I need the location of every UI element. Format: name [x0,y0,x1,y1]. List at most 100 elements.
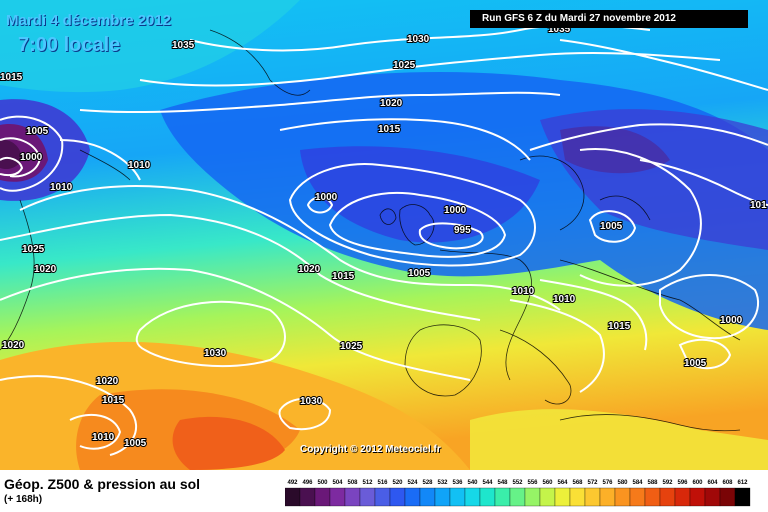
isobar-label: 1005 [124,438,147,449]
isobar-label: 1005 [684,358,707,369]
map-subtitle: (+ 168h) [4,494,43,505]
isobar-label: 1025 [340,341,363,352]
copyright-text: Copyright © 2012 Meteociel.fr [300,444,441,455]
isobar-label: 1020 [96,376,119,387]
legend-swatch [299,487,316,507]
legend-swatch [359,487,376,507]
legend-tick-label: 532 [437,480,448,486]
isobar-label: 1000 [444,205,467,216]
isobar-label: 101 [750,200,767,211]
legend-tick-label: 592 [662,480,673,486]
legend-tick-label: 588 [647,480,658,486]
legend-swatch [539,487,556,507]
legend-swatch [689,487,706,507]
isobar-label: 1000 [720,315,743,326]
legend-tick-label: 528 [422,480,433,486]
legend-swatch [374,487,391,507]
isobar-label: 1020 [2,340,25,351]
legend-swatch [329,487,346,507]
legend-tick-label: 584 [632,480,643,486]
legend-swatch [449,487,466,507]
isobar-label: 1000 [315,192,338,203]
isobar-label: 1025 [393,60,416,71]
legend-tick-label: 536 [452,480,463,486]
legend-swatch [614,487,631,507]
legend-swatch [659,487,676,507]
legend-tick-label: 516 [377,480,388,486]
isobar-label: 1005 [408,268,431,279]
color-scale-legend: 492 496 500 504 508 512 516 520 524 528 532 536 540 5… [285,480,751,507]
legend-tick-label: 564 [557,480,568,486]
legend-tick-label: 492 [287,480,298,486]
legend-tick-label: 608 [722,480,733,486]
legend-swatch [719,487,736,507]
legend-tick-label: 556 [527,480,538,486]
forecast-time: 7:00 locale [18,34,121,56]
forecast-date: Mardi 4 décembre 2012 [6,12,172,29]
isobar-label: 1010 [50,182,73,193]
isobar-label: 1025 [22,244,45,255]
legend-tick-label: 496 [302,480,313,486]
legend-tick-label: 504 [332,480,343,486]
map-title: Géop. Z500 & pression au sol [4,476,201,492]
legend-tick-label: 568 [572,480,583,486]
legend-tick-label: 544 [482,480,493,486]
legend-swatch [569,487,586,507]
legend-swatch [599,487,616,507]
map-footer: Géop. Z500 & pression au sol (+ 168h) 49… [0,470,768,512]
legend-swatch [734,487,751,507]
legend-tick-label: 548 [497,480,508,486]
forecast-map: 1035 1030 1025 1020 1015 1010 1005 1000 … [0,0,768,470]
isobar-label: 1020 [298,264,321,275]
legend-tick-label: 552 [512,480,523,486]
isobar-label: 1010 [92,432,115,443]
legend-swatch [704,487,721,507]
isobar-label: 1015 [378,124,401,135]
isobar-label: 1035 [172,40,195,51]
legend-swatch [509,487,526,507]
legend-tick-label: 600 [692,480,703,486]
legend-swatch [629,487,646,507]
isobar-label: 1015 [102,395,125,406]
isobar-label: 1030 [300,396,323,407]
legend-swatch [644,487,661,507]
isobar-label: 1010 [512,286,535,297]
run-info: Run GFS 6 Z du Mardi 27 novembre 2012 [470,10,748,28]
isobar-label: 1010 [553,294,576,305]
legend-tick-label: 520 [392,480,403,486]
isobar-label: 1000 [20,152,43,163]
legend-swatch [404,487,421,507]
isobar-label: 1015 [332,271,355,282]
legend-tick-label: 524 [407,480,418,486]
legend-swatch [314,487,331,507]
isobar-label: 1015 [608,321,631,332]
isobar-label: 1030 [204,348,227,359]
legend-tick-label: 580 [617,480,628,486]
legend-swatch [434,487,451,507]
legend-tick-label: 512 [362,480,373,486]
legend-tick-label: 576 [602,480,613,486]
isobar-label: 1005 [600,221,623,232]
legend-tick-label: 572 [587,480,598,486]
isobar-label: 1005 [26,126,49,137]
legend-tick-label: 612 [737,480,748,486]
legend-tick-label: 560 [542,480,553,486]
legend-swatch [584,487,601,507]
legend-tick-label: 500 [317,480,328,486]
legend-swatch [554,487,571,507]
isobar-label: 1030 [407,34,430,45]
legend-tick-label: 540 [467,480,478,486]
isobar-label: 1020 [34,264,57,275]
legend-swatch [524,487,541,507]
isobar-label: 995 [454,225,471,236]
isobar-label: 1020 [380,98,403,109]
legend-swatch [494,487,511,507]
legend-swatch [344,487,361,507]
legend-swatch [419,487,436,507]
isobar-label: 1015 [0,72,23,83]
legend-tick-label: 596 [677,480,688,486]
legend-swatch [479,487,496,507]
legend-tick-label: 604 [707,480,718,486]
legend-swatch [389,487,406,507]
